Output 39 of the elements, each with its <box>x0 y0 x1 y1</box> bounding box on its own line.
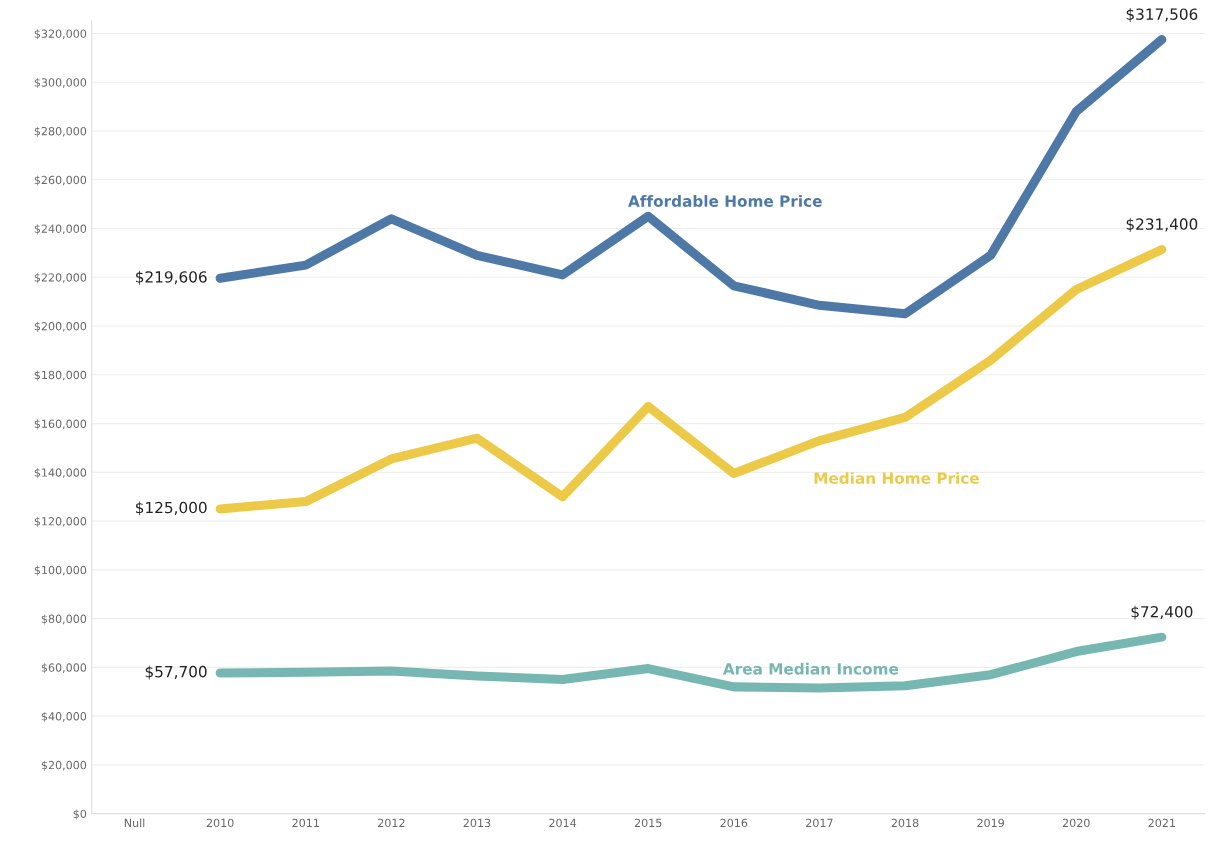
x-tick-label: 2012 <box>378 818 405 828</box>
y-tick-label: $320,000 <box>34 29 87 40</box>
series-label: Affordable Home Price <box>628 195 822 207</box>
y-tick-label: $260,000 <box>34 175 87 186</box>
y-tick-label: $20,000 <box>41 760 87 771</box>
x-tick-label: 2016 <box>720 818 748 828</box>
y-tick-label: $280,000 <box>34 126 87 137</box>
y-tick-label: $40,000 <box>41 711 87 722</box>
x-tick-label: 2020 <box>1062 818 1090 828</box>
y-tick-label: $120,000 <box>34 516 87 527</box>
x-tick-label: 2017 <box>806 818 833 828</box>
x-tick-label: 2019 <box>977 818 1004 828</box>
data-label: $231,400 <box>1126 218 1198 232</box>
data-label: $317,506 <box>1126 8 1198 22</box>
y-tick-label: $80,000 <box>41 614 87 625</box>
x-tick-label: Null <box>124 818 145 828</box>
y-tick-label: $180,000 <box>34 370 87 381</box>
data-label: $125,000 <box>136 501 207 516</box>
y-tick-label: $140,000 <box>34 468 87 479</box>
y-tick-label: $220,000 <box>34 273 87 284</box>
y-tick-label: $60,000 <box>41 663 87 674</box>
x-tick-label: 2013 <box>463 818 491 828</box>
x-tick-label: 2018 <box>891 818 919 828</box>
series-label: Median Home Price <box>814 472 979 484</box>
y-tick-label: $160,000 <box>34 419 87 430</box>
series-label: Area Median Income <box>722 662 899 675</box>
y-tick-label: $100,000 <box>34 565 87 576</box>
y-tick-label: $300,000 <box>34 78 87 89</box>
y-tick-label: $240,000 <box>34 224 87 235</box>
y-tick-label: $0 <box>73 809 87 820</box>
y-tick-label: $200,000 <box>34 321 87 332</box>
data-label: $72,400 <box>1131 605 1193 620</box>
data-label: $219,606 <box>136 270 207 285</box>
x-tick-label: 2011 <box>292 818 319 828</box>
x-tick-label: 2015 <box>634 818 662 828</box>
x-tick-label: 2010 <box>206 818 234 828</box>
x-tick-label: 2014 <box>549 818 577 828</box>
x-tick-label: 2021 <box>1148 818 1175 828</box>
data-label: $57,700 <box>145 665 207 680</box>
